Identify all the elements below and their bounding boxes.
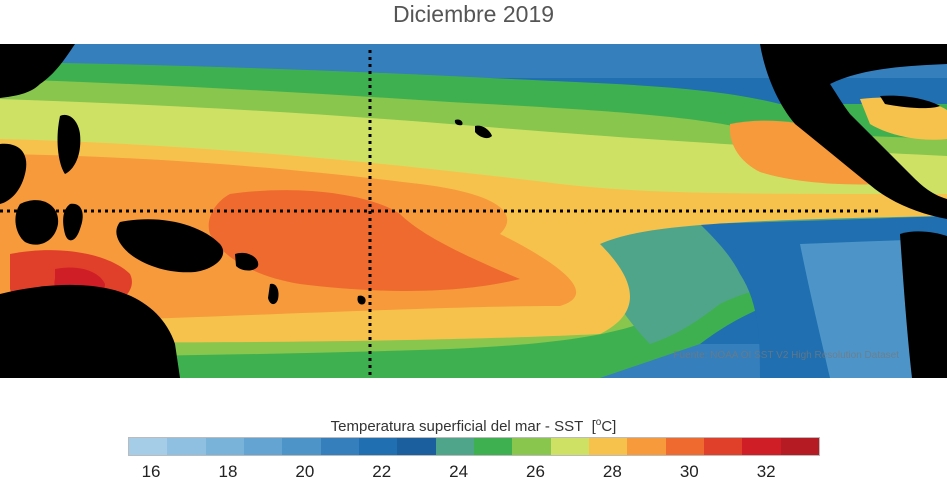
colorbar-tick-label: 26	[526, 462, 545, 481]
eastern-warm-pool	[729, 120, 884, 185]
colorbar-tick-label: 20	[295, 462, 315, 481]
colorbar-segment	[473, 438, 513, 455]
colorbar-segment	[243, 438, 283, 455]
colorbar-tick-label: 30	[679, 462, 699, 481]
land-mexico	[760, 44, 947, 219]
colorbar-tick-label: 18	[218, 462, 238, 481]
land-australia	[0, 284, 180, 378]
land-new-caledonia	[268, 283, 279, 305]
land-sulawesi	[63, 203, 83, 241]
legend-unit-open: [	[591, 418, 596, 435]
chart-title: Diciembre 2019	[392, 1, 555, 27]
colorbar-tick-label: 24	[449, 462, 469, 481]
colorbar-segment	[588, 438, 628, 455]
land-asia	[0, 44, 75, 98]
land-cuba	[880, 95, 940, 109]
land-hawaii	[475, 125, 492, 139]
colorbar-segment	[397, 438, 436, 455]
colorbar-segment	[167, 438, 206, 455]
colorbar-segment	[320, 438, 359, 455]
sst-map	[0, 44, 947, 378]
warm-red-orange	[208, 190, 521, 291]
land-new-guinea	[116, 219, 224, 273]
data-source-note: Fuente: NOAA OI SST V2 High Resolution D…	[673, 350, 899, 361]
legend-title: Temperatura superficial del mar - SST [o…	[0, 413, 947, 437]
colorbar-segment	[129, 438, 168, 455]
land-north-america	[790, 44, 947, 114]
colorbar-segment	[703, 438, 743, 455]
colorbar-tick-label: 16	[141, 462, 161, 481]
colorbar-segment	[665, 438, 704, 455]
colorbar-tick-label: 28	[602, 462, 622, 481]
legend-label: Temperatura superficial del mar - SST	[330, 418, 584, 435]
colorbar-segment	[550, 438, 589, 455]
colorbar-segment	[512, 438, 551, 455]
land-hawaii-2	[454, 119, 463, 126]
colorbar-segment	[358, 438, 398, 455]
legend-unit-degree: o	[595, 417, 602, 428]
land	[0, 44, 947, 378]
legend-unit-c: C]	[601, 418, 617, 435]
colorbar-segment	[205, 438, 244, 455]
land-borneo	[15, 200, 59, 245]
land-philippines	[57, 114, 81, 174]
colorbar-segment	[742, 438, 781, 455]
colorbar-tick-label: 32	[756, 462, 776, 481]
colorbar-tick-label: 22	[372, 462, 392, 481]
land-indochina	[0, 143, 27, 204]
colorbar-segment	[780, 438, 819, 455]
colorbar-segment	[282, 438, 321, 455]
colorbar-segment	[435, 438, 474, 455]
land-fiji	[357, 295, 366, 305]
colorbar-segment	[627, 438, 666, 455]
land-solomons	[235, 252, 259, 271]
land-south-america	[900, 231, 947, 378]
band-north-yellow	[0, 99, 947, 200]
colorbar	[128, 437, 820, 456]
